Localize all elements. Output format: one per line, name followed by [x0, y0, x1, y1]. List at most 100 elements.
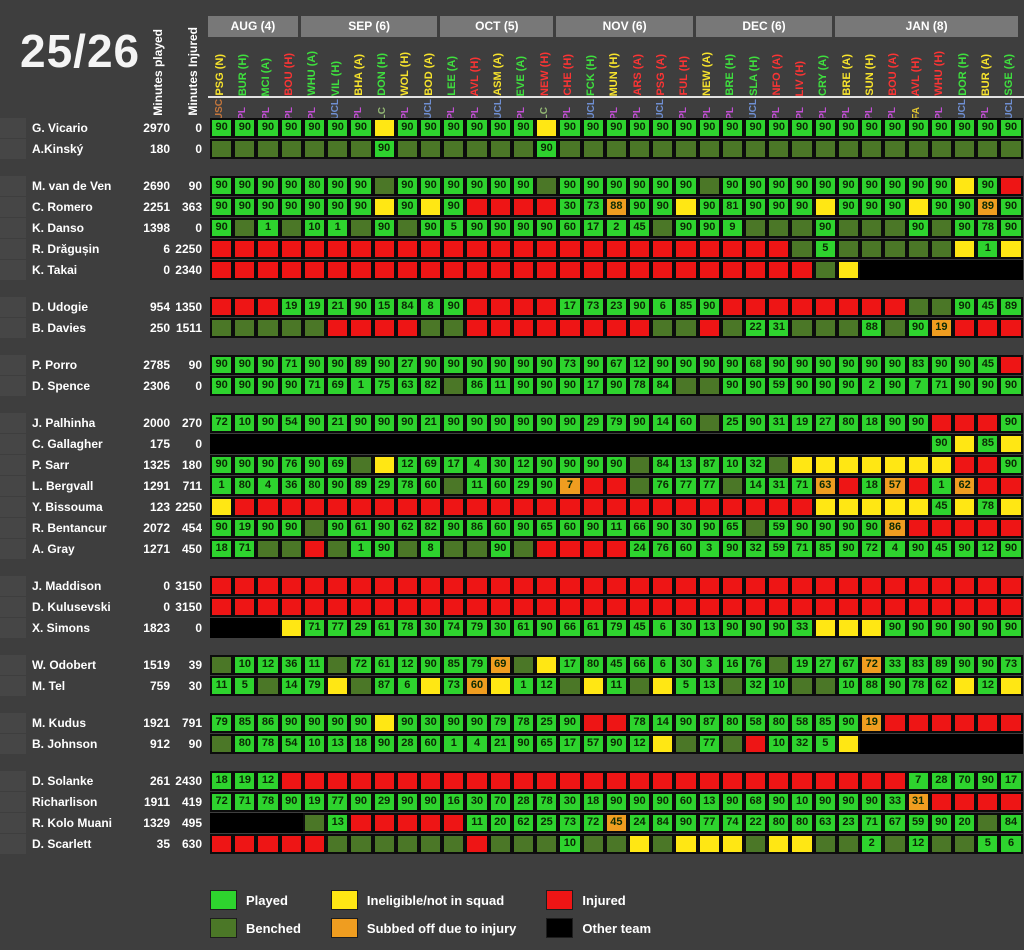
match-cell — [697, 771, 721, 791]
match-cell: 90 — [558, 118, 582, 138]
match-cell — [953, 597, 977, 617]
match-cell: 60 — [674, 413, 698, 433]
match-cell: 90 — [999, 218, 1023, 238]
spacer — [202, 297, 210, 317]
match-cell — [674, 771, 698, 791]
match-cell — [836, 239, 861, 259]
match-cell — [210, 434, 234, 454]
match-cell: 90 — [511, 518, 536, 538]
match-cell — [395, 497, 419, 517]
match-cell — [651, 218, 675, 238]
match-cell — [256, 260, 280, 280]
match-cell: 5 — [442, 218, 466, 238]
match-cell: 6 — [651, 655, 675, 675]
match-cell: 90 — [535, 218, 559, 238]
match-cell: 90 — [883, 355, 907, 375]
match-cell — [511, 576, 536, 596]
match-cell: 10 — [720, 455, 745, 475]
match-cell — [326, 318, 350, 338]
match-cell: 57 — [581, 734, 605, 754]
match-cell — [372, 455, 396, 475]
match-cell: 30 — [488, 618, 512, 638]
match-cell: 62 — [511, 813, 536, 833]
match-cell — [976, 413, 1000, 433]
opponent-label: BOD (A) — [422, 53, 435, 96]
match-cell — [999, 434, 1023, 454]
match-cell: 10 — [233, 413, 257, 433]
match-cell: 27 — [813, 413, 837, 433]
match-cell: 90 — [883, 118, 907, 138]
match-cell — [651, 434, 675, 454]
match-cell: 90 — [836, 176, 861, 196]
legend-label: Subbed off due to injury — [366, 920, 517, 936]
minutes-played-value: 1329 — [143, 816, 170, 830]
match-cell — [488, 318, 512, 338]
match-cell: 90 — [465, 118, 489, 138]
match-cell: 90 — [767, 176, 791, 196]
match-cell: 19 — [279, 297, 303, 317]
match-cell: 90 — [558, 376, 582, 396]
match-cell — [744, 239, 768, 259]
match-cell: 90 — [488, 413, 512, 433]
match-cell — [604, 497, 628, 517]
match-cell: 59 — [767, 518, 791, 538]
match-cell — [883, 297, 907, 317]
match-cell — [790, 597, 814, 617]
legend-swatch — [546, 890, 574, 910]
match-cell — [883, 139, 907, 159]
match-cell: 71 — [302, 618, 327, 638]
player-row: Richarlison 1911 419 72 71 78 90 19 77 90 29 90 90 16… — [0, 792, 1024, 812]
match-cell — [349, 597, 373, 617]
match-cell: 73 — [558, 813, 582, 833]
match-cell — [720, 676, 745, 696]
match-cell — [256, 676, 280, 696]
competition-column: PL — [788, 99, 811, 120]
minutes-played-value: 2785 — [143, 358, 170, 372]
match-cell — [953, 734, 977, 754]
match-cell — [233, 260, 257, 280]
opponent-column: WHU (A) — [301, 39, 324, 96]
match-cell — [372, 497, 396, 517]
match-cell: 12 — [976, 539, 1000, 559]
match-cell — [767, 771, 791, 791]
match-cell — [883, 597, 907, 617]
match-cell: 30 — [418, 713, 443, 733]
match-cell — [697, 239, 721, 259]
match-cell — [744, 260, 768, 280]
match-cell: 7 — [906, 771, 930, 791]
match-cell — [813, 676, 837, 696]
player-group: D. Solanke 261 2430 18 19 12 7 28 70 90 17 Richarli… — [0, 771, 1024, 854]
minutes-injured-value: 1350 — [175, 300, 202, 314]
match-cell: 90 — [210, 376, 234, 396]
minutes-injured-value: 0 — [195, 142, 202, 156]
match-cell: 90 — [929, 618, 953, 638]
opponent-column: ARS (A) — [626, 39, 649, 96]
match-cell — [442, 376, 466, 396]
opponent-column: VIL (H) — [324, 39, 347, 96]
match-cell — [210, 576, 234, 596]
match-cell — [836, 455, 861, 475]
match-cell: 31 — [767, 476, 791, 496]
match-cell: 29 — [349, 618, 373, 638]
match-cell — [233, 813, 257, 833]
match-cell: 13 — [326, 734, 350, 754]
match-cell — [836, 576, 861, 596]
match-cell — [999, 355, 1023, 375]
match-cell — [326, 597, 350, 617]
spacer — [202, 139, 210, 159]
competition-label: UCL — [585, 99, 597, 120]
match-cell: 21 — [488, 734, 512, 754]
player-name: P. Sarr — [32, 458, 70, 472]
match-cell: 90 — [674, 813, 698, 833]
row-stub — [0, 139, 26, 159]
match-cell: 10 — [790, 792, 814, 812]
match-cell: 90 — [860, 518, 884, 538]
match-cell: 90 — [302, 197, 327, 217]
player-name: D. Scarlett — [32, 837, 92, 851]
match-cell: 88 — [860, 318, 884, 338]
match-cell — [418, 197, 443, 217]
minutes-played-value: 2072 — [143, 521, 170, 535]
match-cell — [465, 771, 489, 791]
competition-column: PL — [696, 99, 719, 120]
month-header: SEP (6) — [300, 16, 438, 37]
